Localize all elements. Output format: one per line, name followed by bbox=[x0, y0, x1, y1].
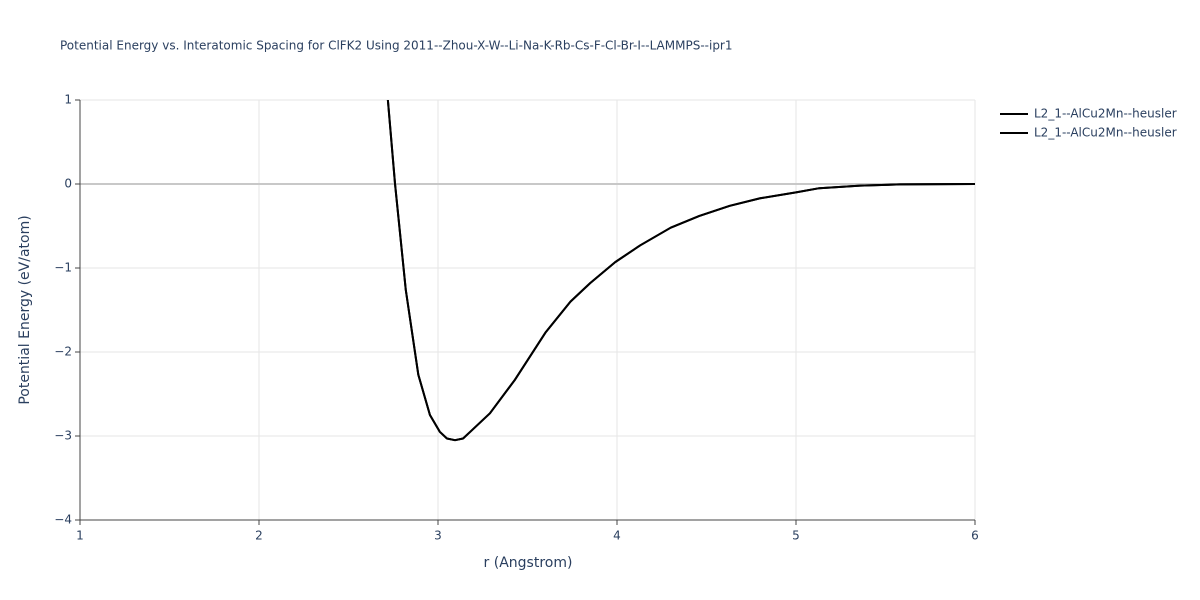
x-tick-label: 6 bbox=[971, 529, 979, 543]
series-line bbox=[386, 100, 975, 442]
legend: L2_1--AlCu2Mn--heusler L2_1--AlCu2Mn--heu… bbox=[1000, 107, 1177, 140]
y-tick-label: 0 bbox=[64, 177, 72, 191]
y-axis-title: Potential Energy (eV/atom) bbox=[17, 215, 33, 404]
x-axis-title: r (Angstrom) bbox=[484, 555, 573, 571]
y-tick-label: −3 bbox=[54, 429, 72, 443]
series-line bbox=[386, 100, 975, 442]
legend-label: L2_1--AlCu2Mn--heusler bbox=[1034, 107, 1177, 121]
x-tick-label: 4 bbox=[613, 529, 621, 543]
x-tick-label: 5 bbox=[792, 529, 800, 543]
y-tick-label: −4 bbox=[54, 513, 72, 527]
y-tick-label: 1 bbox=[64, 93, 72, 107]
legend-label: L2_1--AlCu2Mn--heusler bbox=[1034, 126, 1177, 140]
y-tick-label: −1 bbox=[54, 261, 72, 275]
chart-title: Potential Energy vs. Interatomic Spacing… bbox=[60, 39, 733, 53]
x-tick-label: 1 bbox=[76, 529, 84, 543]
grid bbox=[79, 99, 976, 521]
x-tick-label: 3 bbox=[434, 529, 442, 543]
x-tick-label: 2 bbox=[255, 529, 263, 543]
y-tick-label: −2 bbox=[54, 345, 72, 359]
plot-area bbox=[386, 100, 975, 442]
